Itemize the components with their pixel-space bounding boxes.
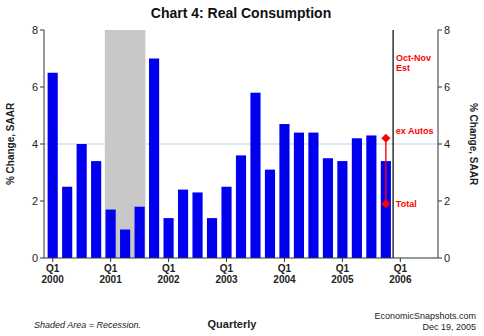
bar — [308, 133, 318, 258]
x-tick-label: Q12006 — [389, 263, 412, 285]
bar — [265, 170, 275, 258]
footnote: Shaded Area = Recession. — [34, 320, 141, 330]
x-axis-line — [44, 258, 438, 259]
text-line: 2005 — [331, 274, 354, 285]
x-tick-label: Q12001 — [100, 263, 123, 285]
bar — [62, 187, 72, 258]
y-tick-label: 0 — [32, 252, 38, 264]
bar — [236, 155, 246, 258]
title: Chart 4: Real Consumption — [151, 5, 331, 21]
text-line: 2004 — [273, 274, 296, 285]
forecast-marker — [381, 199, 390, 208]
y-tick-label: 2 — [32, 195, 38, 207]
x-tick-label: Q12000 — [42, 263, 65, 285]
y2-tick — [438, 87, 442, 88]
text-line: Q1 — [394, 263, 408, 274]
x-tick — [284, 258, 285, 262]
text-line: 2003 — [215, 274, 238, 285]
reference-line — [44, 143, 438, 144]
y2-axis-label: % Change, SAAR — [468, 103, 479, 186]
text-line: Quarterly — [208, 318, 258, 330]
y-tick-label: 6 — [32, 81, 38, 93]
forecast-label: ex Autos — [396, 126, 434, 136]
x-tick — [52, 258, 53, 262]
chart: 0246802468Q12000Q12001Q12002Q12003Q12004… — [0, 0, 484, 336]
forecast-label: Total — [396, 199, 417, 209]
y2-tick-label: 4 — [444, 138, 450, 150]
y-tick — [40, 30, 44, 31]
text-line: Dec 19, 2005 — [422, 322, 476, 332]
y2-tick-label: 8 — [444, 24, 450, 36]
text-line: 2001 — [100, 274, 123, 285]
forecast-marker — [381, 134, 390, 143]
y2-tick-label: 6 — [444, 81, 450, 93]
y2-tick — [438, 144, 442, 145]
bar — [279, 124, 289, 258]
text-line: Est — [396, 63, 410, 73]
bar — [149, 59, 159, 259]
annotation: Oct-NovEst — [396, 53, 431, 73]
text-line: Q1 — [278, 263, 292, 274]
y-axis-label: % Change, SAAR — [5, 102, 16, 185]
bar — [250, 93, 260, 258]
bar — [135, 207, 145, 258]
x-tick-label: Q12003 — [215, 263, 238, 285]
y2-tick — [438, 201, 442, 202]
bar — [106, 210, 116, 258]
text-line: Q1 — [162, 263, 176, 274]
text-line: 2006 — [389, 274, 412, 285]
x-tick — [342, 258, 343, 262]
text-line: 2002 — [157, 274, 180, 285]
y-tick-label: 8 — [32, 24, 38, 36]
x-tick-label: Q12002 — [157, 263, 180, 285]
bar — [192, 192, 202, 258]
x-tick-label: Q12004 — [273, 263, 296, 285]
bar — [323, 158, 333, 258]
x-tick-label: Q12005 — [331, 263, 354, 285]
bar — [91, 161, 101, 258]
bar — [294, 133, 304, 258]
axes: 0246802468Q12000Q12001Q12002Q12003Q12004… — [32, 24, 450, 285]
y-tick — [40, 258, 44, 259]
bar — [164, 218, 174, 258]
text-line: Q1 — [46, 263, 60, 274]
text-line: Q1 — [104, 263, 118, 274]
bar — [178, 190, 188, 258]
x-tick — [110, 258, 111, 262]
y-tick — [40, 201, 44, 202]
text-line: Q1 — [220, 263, 234, 274]
bar — [120, 230, 130, 259]
bar — [337, 161, 347, 258]
footnote: EconomicSnapshots.comDec 19, 2005 — [374, 311, 476, 332]
bar — [221, 187, 231, 258]
forecast-connector — [385, 138, 386, 204]
bar — [77, 144, 87, 258]
bar — [366, 135, 376, 258]
text-line: Q1 — [336, 263, 350, 274]
x-tick — [226, 258, 227, 262]
y-tick — [40, 87, 44, 88]
bar — [48, 73, 58, 258]
y2-tick — [438, 30, 442, 31]
separator-line — [392, 30, 393, 258]
text-line: Shaded Area = Recession. — [34, 320, 141, 330]
x-tick — [400, 258, 401, 262]
footnote: Quarterly — [208, 318, 258, 330]
text-line: EconomicSnapshots.com — [374, 311, 476, 321]
plot-area — [44, 30, 438, 258]
y-tick-label: 4 — [32, 138, 38, 150]
y2-tick-label: 2 — [444, 195, 450, 207]
text-line: 2000 — [42, 274, 65, 285]
y2-tick — [438, 258, 442, 259]
x-tick — [168, 258, 169, 262]
y-tick — [40, 144, 44, 145]
bar — [352, 138, 362, 258]
bar — [207, 218, 217, 258]
text-line: Oct-Nov — [396, 53, 431, 63]
y2-tick-label: 0 — [444, 252, 450, 264]
